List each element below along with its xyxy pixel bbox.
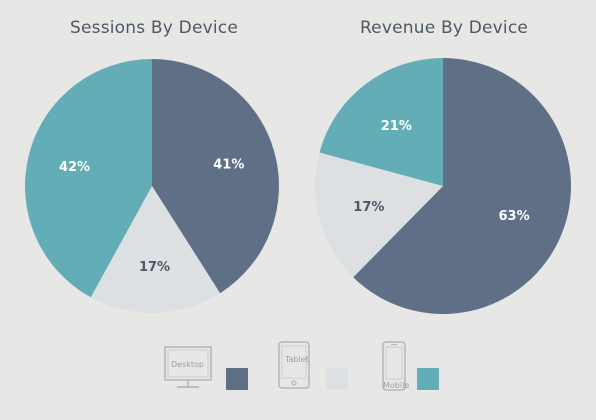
slice-label-mobile: 42% (59, 160, 90, 175)
legend-desktop-label: Desktop (171, 360, 204, 369)
slice-label-desktop: 63% (499, 209, 530, 224)
tablet-icon (277, 340, 311, 390)
legend-mobile-label: Mobile (383, 381, 409, 390)
revenue-pie: 63% 17% 21% (315, 58, 571, 314)
slice-label-tablet: 17% (139, 260, 170, 275)
slice-label-mobile: 21% (381, 119, 412, 134)
legend-tablet-swatch (326, 368, 348, 390)
legend-desktop-swatch (226, 368, 248, 390)
sessions-pie: 41% 17% 42% (25, 59, 279, 313)
slice-label-tablet: 17% (353, 200, 384, 215)
legend-mobile-swatch (417, 368, 439, 390)
slice-label-desktop: 41% (213, 158, 244, 173)
legend-tablet-label: Tablet (285, 355, 309, 364)
